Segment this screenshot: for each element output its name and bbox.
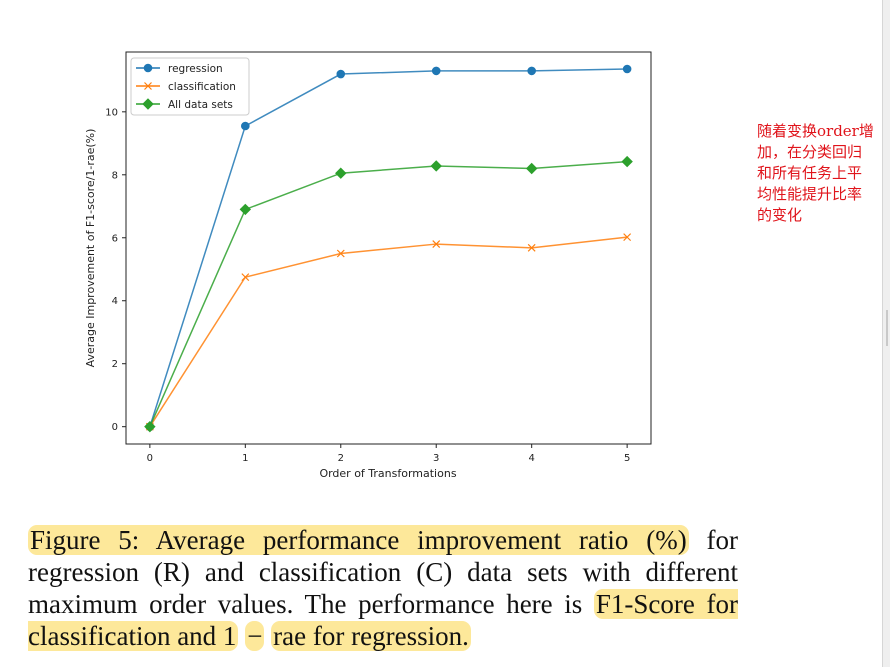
x-tick-label: 5 [624, 453, 630, 464]
y-axis: 0 2 4 6 8 10 [105, 107, 126, 433]
x-tick-label: 1 [242, 453, 248, 464]
series-lines [149, 68, 628, 428]
caption-highlight-1: Figure 5: Average performance improvemen… [28, 525, 689, 555]
data-point [527, 66, 536, 76]
data-point [144, 420, 156, 433]
y-axis-label: Average Improvement of F1-score/1-rae(%) [84, 129, 97, 368]
series-line-0 [149, 68, 628, 427]
data-point [239, 203, 252, 216]
legend-label: All data sets [168, 99, 233, 111]
y-tick-label: 10 [105, 107, 118, 118]
legend-item: All data sets [136, 98, 233, 111]
data-point [336, 249, 345, 258]
caption-highlight-minus: − [245, 621, 265, 651]
figure-caption: Figure 5: Average performance improvemen… [28, 524, 738, 652]
legend-label: classification [168, 81, 236, 93]
legend-marker [143, 63, 153, 73]
series-line-1 [149, 236, 628, 428]
data-point [431, 66, 441, 76]
x-tick-label: 3 [433, 453, 439, 464]
data-point [622, 64, 632, 74]
legend-marker [142, 98, 154, 110]
data-point [432, 240, 441, 248]
y-tick-label: 2 [112, 359, 118, 370]
x-tick-label: 4 [528, 453, 534, 464]
y-tick-label: 8 [112, 170, 118, 181]
data-point [241, 273, 250, 282]
series-line-2 [149, 160, 628, 427]
data-point [623, 233, 632, 242]
data-point [241, 121, 250, 131]
legend-item: classification [136, 81, 236, 93]
margin-annotation: 随着变换order增加，在分类回归和所有任务上平均性能提升比率的变化 [757, 122, 874, 224]
data-point [336, 69, 346, 79]
x-tick-label: 2 [338, 453, 344, 464]
legend-label: regression [168, 63, 223, 75]
plot-frame [125, 51, 652, 445]
y-tick-label: 0 [112, 422, 118, 433]
legend-item: regression [136, 63, 223, 75]
data-point [527, 243, 536, 252]
legend-marker [144, 82, 152, 90]
chart-legend: regression classification All data sets [130, 57, 250, 116]
data-point [621, 155, 633, 168]
scrollbar-thumb[interactable] [886, 310, 888, 346]
x-axis-label: Order of Transformations [319, 467, 456, 480]
legend-box [130, 57, 250, 116]
data-point [335, 167, 347, 179]
x-tick-label: 0 [147, 453, 153, 464]
data-point [430, 160, 442, 172]
x-axis: 0 1 2 3 4 5 [147, 444, 630, 464]
y-tick-label: 6 [112, 233, 118, 244]
caption-highlight-3: rae for regression. [271, 621, 471, 651]
series-markers [144, 64, 633, 433]
data-point [525, 162, 538, 175]
y-tick-label: 4 [112, 296, 118, 307]
caption-text: for regression (R) and classification (C… [28, 525, 738, 619]
